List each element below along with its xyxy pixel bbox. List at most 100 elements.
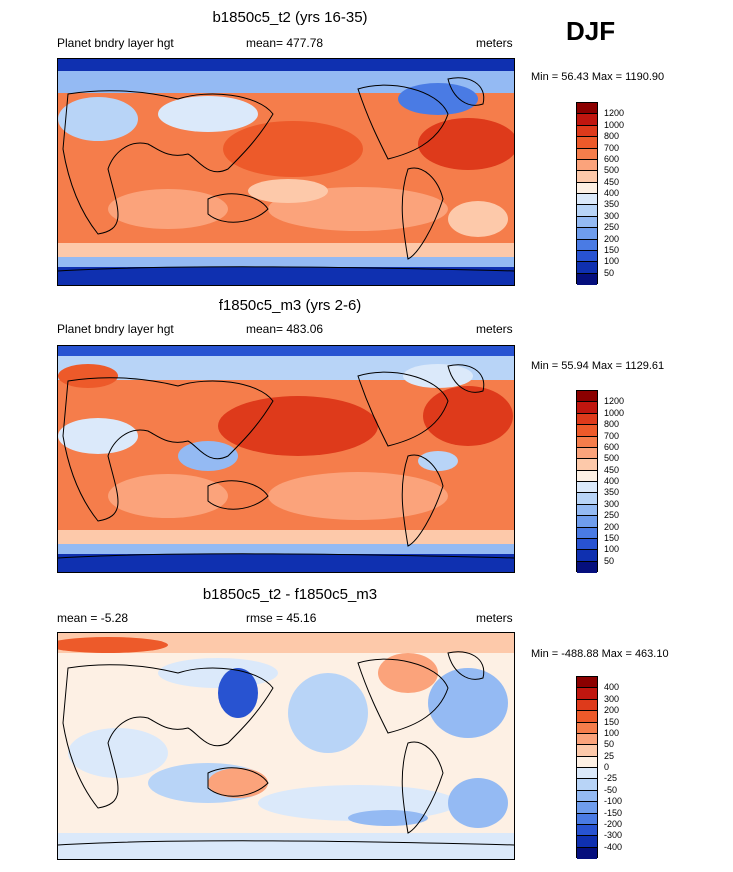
colorbar-swatch xyxy=(577,470,597,482)
colorbar-tick-label: -200 xyxy=(604,818,623,829)
colorbar-tick-label: 1200 xyxy=(604,396,625,407)
panel-3-minmax-label: Min = -488.88 Max = 463.10 xyxy=(531,648,669,660)
colorbar-tick-label: 700 xyxy=(604,142,620,153)
colorbar-swatch xyxy=(577,561,597,573)
colorbar-swatch xyxy=(577,402,597,414)
colorbar-tick-label: 150 xyxy=(604,244,620,255)
colorbar-swatch xyxy=(577,836,597,848)
colorbar-tick-label: 350 xyxy=(604,199,620,210)
colorbar-tick-label: -300 xyxy=(604,830,623,841)
colorbar-tick-label: 300 xyxy=(604,498,620,509)
colorbar-swatch xyxy=(577,194,597,206)
panel-1-minmax-label: Min = 56.43 Max = 1190.90 xyxy=(531,71,665,83)
colorbar-tick-label: 800 xyxy=(604,131,620,142)
colorbar-swatch xyxy=(577,447,597,460)
colorbar-tick-label: 200 xyxy=(604,705,620,716)
colorbar-tick-label: 50 xyxy=(604,739,615,750)
colorbar-tick-label: 200 xyxy=(604,233,620,244)
colorbar-swatch xyxy=(577,688,597,700)
colorbar-tick-label: 100 xyxy=(604,727,620,738)
colorbar-swatch xyxy=(577,847,597,859)
panel-3-rmse-label: rmse = 45.16 xyxy=(246,611,317,625)
colorbar-tick-label: 50 xyxy=(604,555,615,566)
colorbar-swatch xyxy=(577,273,597,285)
colorbar-tick-label: 600 xyxy=(604,153,620,164)
colorbar-swatch xyxy=(577,482,597,494)
colorbar-tick-label: 600 xyxy=(604,441,620,452)
colorbar-tick-label: 400 xyxy=(604,682,620,693)
panel-2-title: f1850c5_m3 (yrs 2-6) xyxy=(218,297,362,314)
colorbar-swatch xyxy=(577,790,597,803)
colorbar-swatch xyxy=(577,239,597,251)
panel-1-map-canvas xyxy=(58,59,514,285)
colorbar-tick-label: -25 xyxy=(604,773,618,784)
panel-2-map-canvas xyxy=(58,346,514,572)
colorbar-swatch xyxy=(577,137,597,149)
panel-3-map-canvas xyxy=(58,633,514,859)
colorbar-tick-label: 350 xyxy=(604,487,620,498)
panel-2-minmax-label: Min = 55.94 Max = 1129.61 xyxy=(531,360,665,372)
panel-1-units-label: meters xyxy=(476,36,513,50)
colorbar-swatch xyxy=(577,114,597,126)
colorbar-swatch xyxy=(577,125,597,138)
colorbar-swatch xyxy=(577,516,597,528)
colorbar-tick-label: 800 xyxy=(604,419,620,430)
colorbar-swatch xyxy=(577,722,597,734)
colorbar-swatch xyxy=(577,459,597,471)
panel-1-colorbar xyxy=(576,102,598,285)
colorbar-swatch xyxy=(577,824,597,837)
colorbar-swatch xyxy=(577,756,597,768)
colorbar-tick-label: 400 xyxy=(604,188,620,198)
colorbar-swatch xyxy=(577,504,597,517)
colorbar-swatch xyxy=(577,699,597,712)
panel-3-mean-label: mean = -5.28 xyxy=(57,611,129,625)
colorbar-tick-label: 1000 xyxy=(604,407,625,418)
colorbar-tick-label: 450 xyxy=(604,176,620,187)
colorbar-tick-label: 0 xyxy=(604,762,610,772)
colorbar-tick-label: -100 xyxy=(604,796,623,807)
panel-3-title: b1850c5_t2 - f1850c5_m3 xyxy=(202,586,378,603)
colorbar-tick-label: -150 xyxy=(604,807,623,818)
colorbar-tick-label: 1000 xyxy=(604,119,625,130)
panel-2-map xyxy=(57,345,515,573)
colorbar-tick-label: 300 xyxy=(604,693,620,704)
colorbar-tick-label: 150 xyxy=(604,716,620,727)
colorbar-swatch xyxy=(577,182,597,194)
colorbar-swatch xyxy=(577,493,597,505)
colorbar-swatch xyxy=(577,436,597,448)
colorbar-swatch xyxy=(577,677,597,689)
colorbar-tick-label: 300 xyxy=(604,210,620,221)
colorbar-tick-label: 100 xyxy=(604,256,620,267)
colorbar-swatch xyxy=(577,768,597,780)
colorbar-tick-label: 50 xyxy=(604,267,615,278)
colorbar-swatch xyxy=(577,425,597,437)
colorbar-swatch xyxy=(577,733,597,746)
panel-3-map xyxy=(57,632,515,860)
colorbar-tick-label: 500 xyxy=(604,453,620,464)
panel-1-title: b1850c5_t2 (yrs 16-35) xyxy=(212,9,368,26)
colorbar-tick-label: 150 xyxy=(604,532,620,543)
colorbar-swatch xyxy=(577,148,597,160)
colorbar-swatch xyxy=(577,171,597,183)
colorbar-swatch xyxy=(577,216,597,229)
panel-2-variable-label: Planet bndry layer hgt xyxy=(57,322,174,336)
panel-1-map xyxy=(57,58,515,286)
colorbar-swatch xyxy=(577,779,597,791)
colorbar-swatch xyxy=(577,550,597,562)
colorbar-tick-label: 500 xyxy=(604,165,620,176)
season-label: DJF xyxy=(566,16,616,46)
colorbar-swatch xyxy=(577,711,597,723)
colorbar-tick-label: 250 xyxy=(604,510,620,521)
colorbar-swatch xyxy=(577,250,597,263)
colorbar-tick-label: 25 xyxy=(604,750,615,761)
colorbar-swatch xyxy=(577,228,597,240)
panel-2-mean-label: mean= 483.06 xyxy=(246,322,324,336)
colorbar-swatch xyxy=(577,391,597,403)
colorbar-swatch xyxy=(577,527,597,539)
colorbar-tick-label: 1200 xyxy=(604,108,625,119)
colorbar-tick-label: 250 xyxy=(604,222,620,233)
colorbar-swatch xyxy=(577,159,597,172)
colorbar-swatch xyxy=(577,103,597,115)
colorbar-swatch xyxy=(577,802,597,814)
colorbar-tick-label: 200 xyxy=(604,521,620,532)
